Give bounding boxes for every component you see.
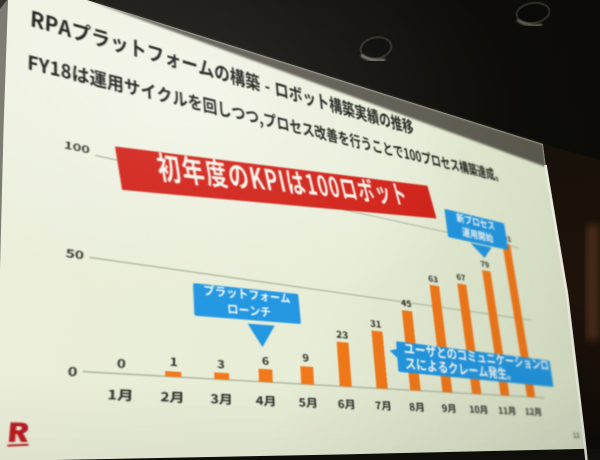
text-glyphs [469,405,488,415]
text-glyphs [400,299,412,308]
text-glyphs [370,319,381,328]
y-axis-label-50: 50 [65,247,85,268]
text-glyphs [335,330,348,339]
month-label-4月: 4月 [255,394,278,415]
month-label-6月: 6月 [337,398,357,417]
month-label-11月: 11月 [497,405,518,422]
rakuten-logo: R [6,421,30,454]
y-axis-label-0: 0 [67,365,78,386]
bar-value-label-4月: 6 [261,355,269,373]
text-glyphs [65,248,84,260]
bar-value-label-1月: 0 [116,358,126,378]
text-glyphs [456,273,466,281]
month-label-9月: 9月 [441,403,458,420]
bar-value-label-9月: 63 [428,274,440,289]
bar-value-label-6月: 23 [335,329,349,346]
text-glyphs [480,260,490,268]
text-glyphs [302,353,309,362]
text-line [227,302,272,322]
text-glyphs [298,397,316,408]
bar-value-label-5月: 9 [302,352,310,369]
text-glyphs [409,402,424,412]
bar-value-label-10月: 67 [456,273,467,288]
text-glyphs [338,399,355,410]
month-label-10月: 10月 [469,404,491,421]
text-glyphs [170,357,177,366]
bar-value-label-8月: 45 [400,299,412,315]
text-glyphs [525,407,542,416]
text-glyphs [441,403,456,413]
month-label-2月: 2月 [160,390,185,412]
month-label-12月: 12月 [524,407,544,423]
text-glyphs [210,393,231,405]
month-label-7月: 7月 [374,400,393,419]
text-glyphs [228,304,271,318]
text-glyphs [160,391,183,403]
bar-value-label-3月: 3 [217,358,225,377]
text-glyphs [428,274,438,283]
text-glyphs [255,395,275,407]
text-glyphs [261,356,269,365]
text-glyphs [117,359,126,369]
bar-value-label-7月: 31 [370,318,383,334]
text-glyphs [107,389,131,402]
text-glyphs [498,406,516,416]
text-glyphs [68,366,77,377]
text-glyphs [374,400,391,411]
month-label-5月: 5月 [298,396,319,416]
month-label-1月: 1月 [106,388,134,411]
bar-value-label-2月: 1 [169,356,178,376]
rakuten-logo-r-icon [7,422,30,447]
month-label-3月: 3月 [210,392,233,413]
month-label-8月: 8月 [409,401,427,419]
text-glyphs [217,359,225,369]
callout-communication-claim-pointer [389,347,399,359]
